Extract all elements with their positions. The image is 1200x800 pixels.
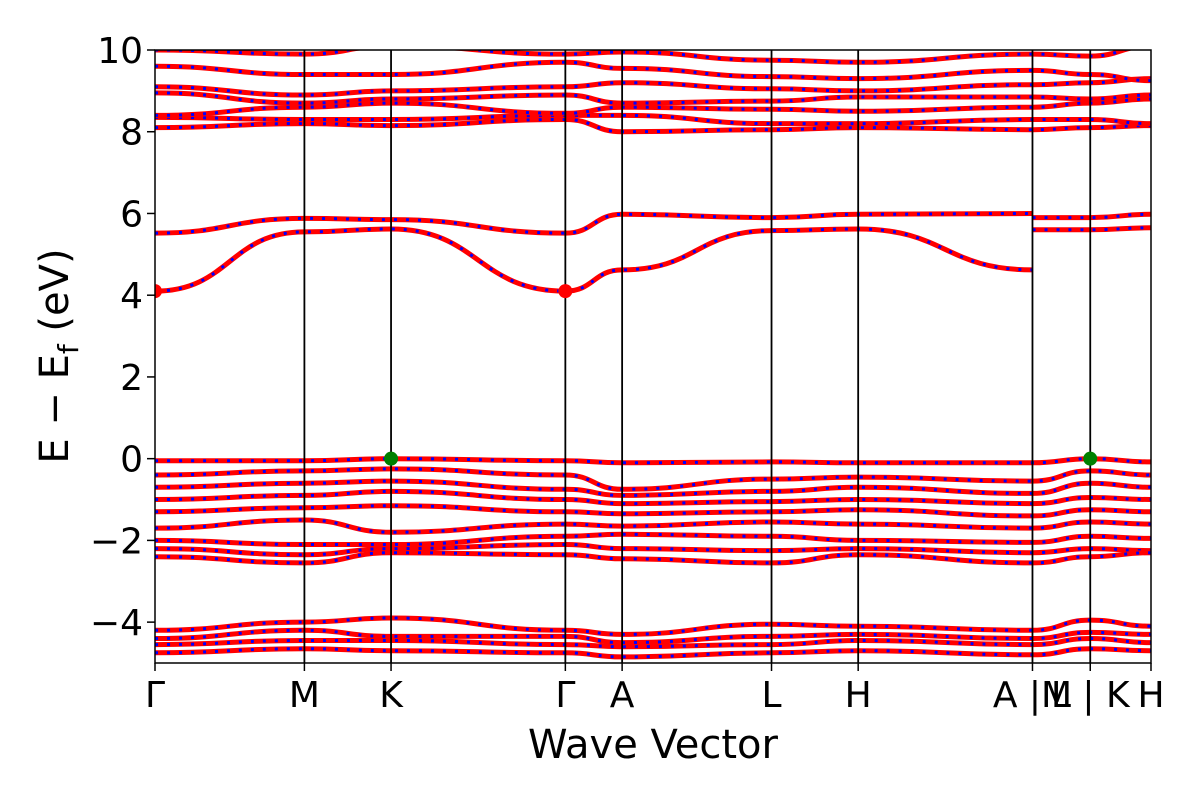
band-line-overlay	[155, 467, 1151, 491]
band-line-overlay	[155, 479, 1151, 497]
extrema-markers	[155, 284, 1098, 466]
high-symmetry-lines	[303, 50, 1092, 663]
y-axis-title-spacer	[32, 332, 78, 345]
x-axis-title: Wave Vector	[528, 722, 779, 768]
vbm-marker	[384, 451, 399, 466]
y-tick-label: 6	[120, 194, 143, 235]
band-line-overlay	[155, 50, 1129, 64]
band-line-overlay	[155, 97, 1151, 117]
x-tick-label: H	[1137, 675, 1164, 716]
band-line	[155, 90, 1151, 106]
plot-frame	[154, 49, 1152, 664]
x-tick-label: A |M	[993, 675, 1072, 716]
band-line-overlay	[155, 117, 1151, 134]
y-tick-label: −4	[90, 603, 143, 644]
cbm-marker	[155, 284, 162, 299]
cbm-marker	[558, 284, 573, 299]
x-tick-label: A	[610, 675, 635, 716]
band-line-overlay	[155, 551, 1151, 565]
x-tick-label: H	[845, 675, 872, 716]
vbm-marker	[1083, 451, 1098, 466]
x-tick-label: M	[289, 675, 320, 716]
y-tick-label: 4	[120, 276, 143, 317]
x-tick-label: Γ	[555, 675, 575, 716]
x-tick-label: L | K	[1051, 675, 1131, 716]
band-line-overlay	[1032, 226, 1151, 232]
x-tick-label: L	[761, 675, 781, 716]
band-line-overlay	[155, 60, 1151, 83]
y-tick-label: 8	[120, 113, 143, 154]
band-line-overlay	[155, 77, 1151, 97]
band-line-overlay	[155, 518, 1151, 534]
y-axis-title-subscript: f	[52, 343, 85, 354]
y-axis-ticks: −4 −2 0 2 4 6 8 10	[90, 31, 155, 644]
band-line-overlay	[155, 113, 1151, 126]
y-axis-title: E − Ef (eV)	[32, 248, 85, 463]
band-line	[1032, 225, 1151, 233]
x-tick-label: Γ	[145, 675, 165, 716]
y-tick-label: 10	[97, 31, 143, 72]
y-axis-title-main: E − E	[32, 354, 78, 464]
y-tick-label: 2	[120, 358, 143, 399]
x-tick-label: K	[379, 675, 404, 716]
band-line-overlay	[155, 616, 1151, 636]
band-line-overlay	[155, 636, 1151, 649]
y-axis-title-unit: (eV)	[32, 248, 78, 331]
y-tick-label: 0	[120, 440, 143, 481]
y-tick-label: −2	[90, 521, 143, 562]
